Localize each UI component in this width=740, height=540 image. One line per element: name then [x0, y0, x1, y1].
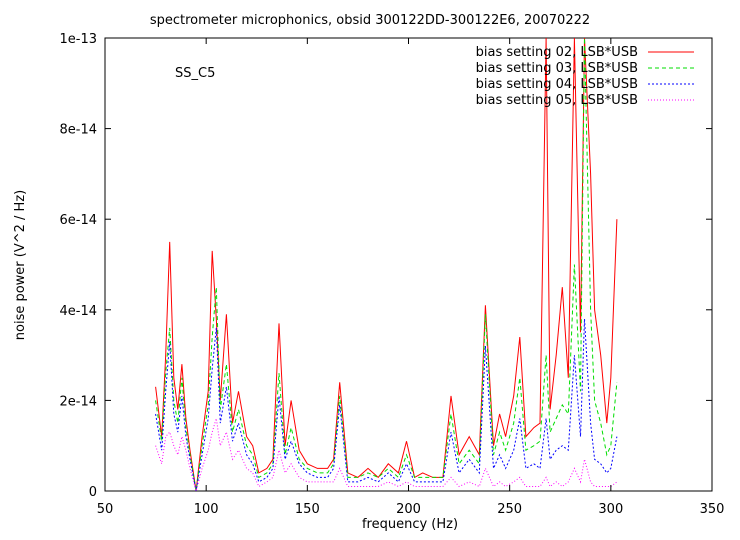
y-axis-label: noise power (V^2 / Hz)	[13, 190, 28, 340]
plot-area: 50 100 150 200 250 300 350 0 2e-14 4e-14 6e-14 8e-1…	[59, 32, 724, 517]
x-tick-label: 250	[497, 502, 522, 517]
y-tick-label: 8e-14	[59, 123, 97, 138]
legend-label: bias setting 03, LSB*USB	[476, 61, 638, 76]
y-tick-label: 4e-14	[59, 304, 97, 319]
y-tick-label: 2e-14	[59, 394, 97, 409]
tick-layer: 50 100 150 200 250 300 350 0 2e-14 4e-14 6e-14 8e-1…	[59, 32, 724, 517]
x-tick-label: 350	[700, 502, 725, 517]
x-tick-label: 300	[598, 502, 623, 517]
series-line-4	[155, 418, 618, 491]
series-line-3	[155, 318, 618, 491]
x-tick-label: 150	[295, 502, 320, 517]
chart-title: spectrometer microphonics, obsid 300122D…	[150, 13, 590, 28]
x-tick-label: 50	[97, 502, 114, 517]
y-tick-label: 1e-13	[59, 32, 97, 47]
y-tick-label: 0	[89, 485, 97, 500]
series-line-1	[155, 38, 618, 491]
plot-annotation: SS_C5	[175, 66, 215, 81]
x-axis-label: frequency (Hz)	[362, 517, 458, 532]
series-layer	[155, 38, 618, 491]
y-tick-label: 6e-14	[59, 213, 97, 228]
legend-label: bias setting 04, LSB*USB	[476, 77, 638, 92]
x-tick-label: 200	[396, 502, 421, 517]
x-tick-label: 100	[194, 502, 219, 517]
legend-label: bias setting 02, LSB*USB	[476, 45, 638, 60]
legend-label: bias setting 05, LSB*USB	[476, 93, 638, 108]
series-line-2	[155, 38, 618, 491]
